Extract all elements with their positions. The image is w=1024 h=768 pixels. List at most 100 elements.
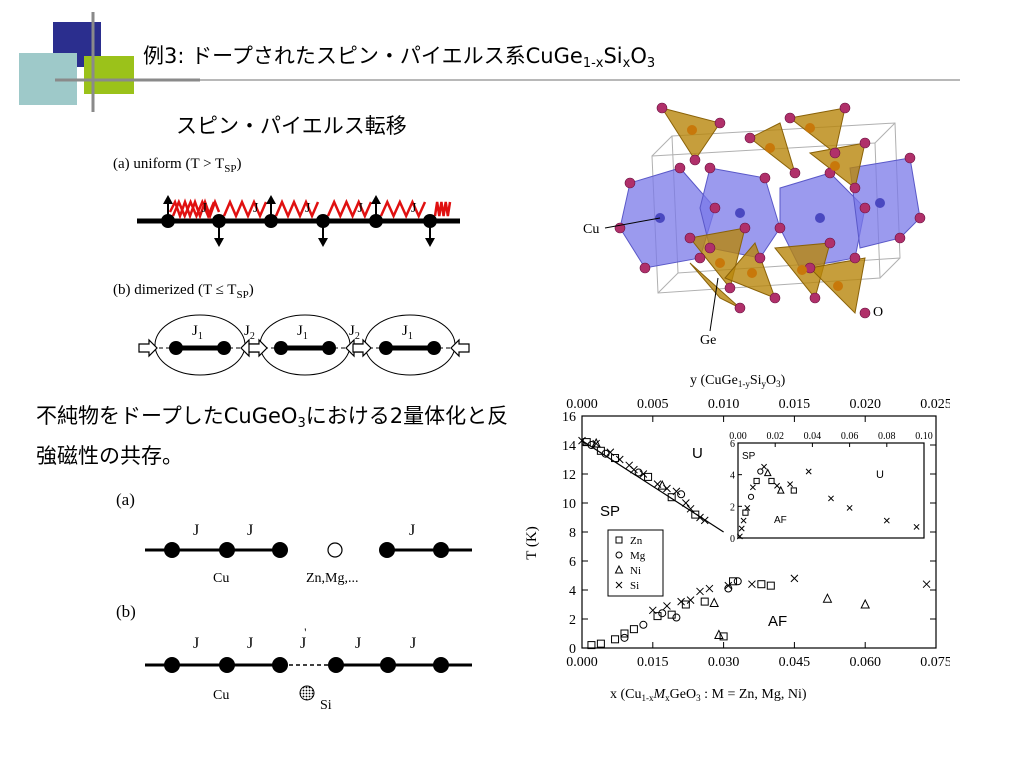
geo4-tetrahedra [660,107,866,315]
marker-square [700,597,709,606]
marker-cross [648,606,657,615]
marker-cross [686,504,695,513]
top-tick-label: 0.025 [920,397,950,412]
oxygen-atom [809,292,821,304]
j2-subscript: 2 [250,331,255,342]
marker-cross [672,487,681,496]
oxygen-atom [894,232,906,244]
marker-cross [696,587,704,596]
chart-top-axis-label: y (CuGe1-ySiyO3) [690,373,786,389]
marker-cross [805,468,812,475]
marker-square [790,487,797,494]
panel-b-label: (b) dimerized (T ≤ TSP) [113,282,254,301]
marker-square [587,641,596,650]
top-tick-label: 0.020 [849,397,881,412]
top-tick-label: 0.000 [566,397,598,412]
marker-triangle [822,593,833,603]
title-sub-3: 3 [646,56,656,71]
marker-square [629,625,638,634]
chart-xlabel: x (Cu1-xMxGeO3 : M = Zn, Mg, Ni) [610,687,807,703]
marker-square [768,477,775,485]
marker-cross [681,499,690,507]
marker-circle [733,577,742,586]
oxygen-atom [709,202,721,214]
marker-cross [653,480,662,489]
marker-cross [724,581,733,590]
exchange-zigzag [222,198,268,220]
copper-atom [875,198,885,208]
x-tick-label: 0.075 [920,655,950,670]
imp-b-site [164,657,180,673]
j1-subscript: 1 [198,331,203,342]
marker-cross [749,484,756,491]
legend-entry: Mg [630,550,646,562]
imp-b-jprime: J' [300,625,306,652]
spin-down-arrowhead [214,238,224,247]
oxygen-atom [714,117,726,129]
y-tick-label: 10 [562,497,576,512]
spin-up-arrowhead [163,195,173,204]
oxygen-atom [784,112,796,124]
dimer-group: J1 J2 J1 J2 J1 [138,314,470,376]
imp-b-j4: J [410,635,416,652]
marker-triangle [776,485,785,494]
inset-label-sp: SP [742,451,756,462]
inset-y-tick-label: 4 [730,471,735,482]
copper-atom [815,213,825,223]
displacement-arrow [138,338,158,358]
y-tick-label: 6 [569,555,576,570]
top-tick-label: 0.010 [708,397,740,412]
marker-cross [846,504,853,511]
dimer-site [169,341,183,355]
exchange-zigzag [379,198,427,220]
marker-cross [738,525,745,532]
y-tick-label: 8 [569,526,576,541]
spin-up-arrowhead [371,195,381,204]
marker-cross [615,455,624,464]
marker-square [681,600,690,609]
j1-subscript: 1 [303,331,308,342]
marker-cross [790,574,799,583]
marker-triangle [714,629,724,639]
oxygen-atom [859,202,871,214]
marker-cross [748,580,756,589]
dimer-site [217,341,231,355]
imp-b-site [328,657,344,673]
germanium-atom [830,161,840,171]
para-part-1: 不純物をドープしたCuGeO [36,404,298,428]
imp-b-site [272,657,288,673]
y-tick-label: 0 [569,642,576,657]
inset-y-tick-label: 2 [730,502,735,513]
marker-cross [740,517,747,524]
x-tick-label: 0.000 [566,655,598,670]
x-tick-label: 0.030 [708,655,740,670]
inset-y-tick-label: 6 [730,439,735,450]
marker-square [753,477,760,485]
oxygen-atom [859,137,871,149]
marker-square [691,510,700,519]
oxygen-atom [724,282,736,294]
imp-a-cu-label: Cu [213,571,229,586]
j2-subscript: 2 [355,331,360,342]
ge-leader-line [709,277,719,332]
marker-cross [883,517,890,524]
section-subtitle: スピン・パイエルス転移 [176,114,407,138]
oxygen-atom [684,232,696,244]
oxygen-atom [904,152,916,164]
oxygen-atom [769,292,781,304]
uniform-exchange-zigzag [168,198,221,220]
label-cu: Cu [583,222,599,237]
oxygen-atom [824,237,836,249]
inset-plot: 0.00 0.02 0.04 0.06 0.08 0.10 0 2 4 6 SP U AF [729,431,933,545]
j1-subscript: 1 [408,331,413,342]
imp-b-si-label: Si [320,698,332,713]
marker-cross [744,504,751,511]
inset-x-tick-label: 0.06 [841,431,859,442]
cuo-octahedra [619,157,921,269]
imp-b-cu-label: Cu [213,688,229,703]
marker-cross [592,439,601,448]
crystal-structure: Cu Ge O [583,102,926,348]
legend-entry: Ni [630,565,641,577]
germanium-atom [833,281,843,291]
marker-cross [913,523,920,530]
